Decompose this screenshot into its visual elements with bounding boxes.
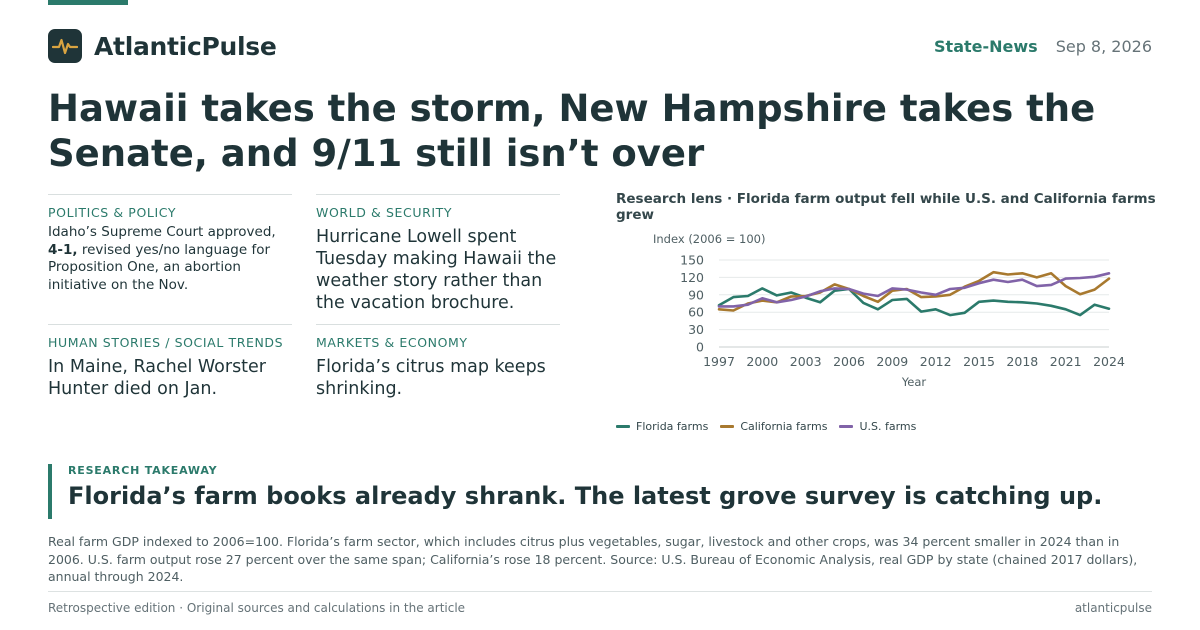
legend-item-florida: Florida farms — [616, 420, 708, 433]
farm-output-chart: Index (2006 = 100) 0 30 60 90 120 150 1997 2000 2… — [653, 232, 1125, 389]
y-tick-label: 60 — [688, 305, 704, 320]
legend-label: U.S. farms — [859, 420, 917, 433]
card-text: In Maine, Rachel Worster Hunter died on … — [48, 357, 267, 399]
card-kicker: HUMAN STORIES / SOCIAL TRENDS — [48, 335, 284, 350]
card-text: Hurricane Lowell spent Tuesday making Ha… — [316, 227, 557, 313]
legend-item-us: U.S. farms — [839, 420, 916, 433]
footer-edition-note: Retrospective edition · Original sources… — [48, 601, 466, 615]
top-accent-bar — [48, 0, 128, 5]
legend-swatch — [839, 425, 854, 428]
card-text: Florida’s citrus map keeps shrinking. — [316, 357, 546, 399]
x-tick-label: 2012 — [920, 354, 952, 369]
x-tick-label: 2018 — [1006, 354, 1038, 369]
x-tick-label: 2021 — [1050, 354, 1082, 369]
series-line-florida — [717, 287, 1111, 317]
x-tick-label: 2000 — [746, 354, 778, 369]
x-tick-label: 2009 — [876, 354, 908, 369]
chart-title: Research lens · Florida farm output fell… — [616, 191, 1156, 223]
story-card-politics[interactable]: POLITICS & POLICY Idaho’s Supreme Court … — [48, 194, 292, 294]
takeaway-label: RESEARCH TAKEAWAY — [68, 464, 218, 477]
card-kicker: POLITICS & POLICY — [48, 205, 177, 220]
legend-swatch — [616, 425, 630, 428]
y-tick-label: 120 — [680, 270, 704, 285]
legend-swatch — [720, 425, 735, 428]
x-axis-label: Year — [901, 375, 927, 389]
x-tick-label: 2003 — [790, 354, 822, 369]
research-takeaway: RESEARCH TAKEAWAY Florida’s farm books a… — [48, 464, 1152, 519]
x-tick-label: 2015 — [963, 354, 995, 369]
brand-name[interactable]: AtlanticPulse — [94, 31, 277, 61]
chart-footnote: Real farm GDP indexed to 2006=100. Flori… — [48, 534, 1138, 584]
x-tick-label: 1997 — [703, 354, 735, 369]
y-tick-label: 150 — [680, 253, 704, 268]
story-card-world[interactable]: WORLD & SECURITY Hurricane Lowell spent … — [316, 194, 560, 314]
page-footer: Retrospective edition · Original sources… — [48, 591, 1152, 615]
x-tick-label: 2024 — [1093, 354, 1125, 369]
story-card-markets[interactable]: MARKETS & ECONOMY Florida’s citrus map k… — [316, 324, 560, 400]
card-text: Idaho’s Supreme Court approved, 4-1, rev… — [48, 224, 276, 293]
section-link[interactable]: State-News — [934, 36, 1038, 56]
headline[interactable]: Hawaii takes the storm, New Hampshire ta… — [48, 87, 1096, 175]
publish-date: Sep 8, 2026 — [1055, 36, 1152, 56]
story-card-human[interactable]: HUMAN STORIES / SOCIAL TRENDS In Maine, … — [48, 324, 292, 400]
card-kicker: MARKETS & ECONOMY — [316, 335, 468, 350]
legend-label: Florida farms — [636, 420, 709, 433]
series-line-us — [717, 271, 1111, 308]
x-tick-label: 2006 — [833, 354, 865, 369]
y-tick-label: 90 — [688, 287, 704, 302]
legend-label: California farms — [740, 420, 828, 433]
series-line-california — [717, 270, 1111, 312]
legend-item-california: California farms — [720, 420, 827, 433]
pulse-icon[interactable] — [48, 29, 82, 63]
y-tick-label: 0 — [696, 340, 704, 355]
y-axis-label: Index (2006 = 100) — [653, 232, 765, 246]
card-kicker: WORLD & SECURITY — [316, 205, 453, 220]
chart-legend: Florida farms California farms U.S. farms — [616, 420, 916, 433]
site-header: AtlanticPulse State-News Sep 8, 2026 — [48, 29, 1152, 63]
footer-site-name[interactable]: atlanticpulse — [1074, 601, 1152, 615]
y-tick-label: 30 — [688, 322, 704, 337]
takeaway-text: Florida’s farm books already shrank. The… — [68, 482, 1103, 510]
